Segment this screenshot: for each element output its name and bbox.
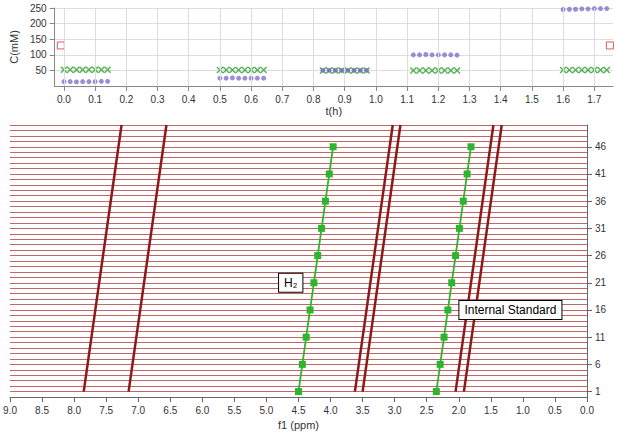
svg-text:11: 11 <box>595 332 606 343</box>
svg-text:3.5: 3.5 <box>356 405 370 416</box>
svg-text:1.2: 1.2 <box>431 94 445 105</box>
svg-text:1.5: 1.5 <box>525 94 539 105</box>
svg-text:0.0: 0.0 <box>580 405 594 416</box>
svg-text:41: 41 <box>595 168 607 179</box>
svg-text:6.5: 6.5 <box>163 405 177 416</box>
svg-text:0.9: 0.9 <box>338 94 352 105</box>
svg-text:t(h): t(h) <box>326 105 343 117</box>
svg-text:0.6: 0.6 <box>244 94 258 105</box>
svg-text:200: 200 <box>30 18 47 29</box>
svg-text:0.0: 0.0 <box>57 94 71 105</box>
svg-text:1.0: 1.0 <box>369 94 383 105</box>
svg-text:0.5: 0.5 <box>548 405 562 416</box>
svg-text:H₂: H₂ <box>284 276 298 290</box>
svg-text:1.0: 1.0 <box>516 405 530 416</box>
svg-text:7.0: 7.0 <box>131 405 145 416</box>
svg-text:1: 1 <box>595 386 601 397</box>
svg-text:31: 31 <box>595 223 607 234</box>
svg-text:250: 250 <box>30 3 47 14</box>
svg-text:9.0: 9.0 <box>3 405 17 416</box>
svg-text:36: 36 <box>595 196 607 207</box>
svg-text:8.5: 8.5 <box>35 405 49 416</box>
svg-text:4.0: 4.0 <box>324 405 338 416</box>
svg-text:0.1: 0.1 <box>88 94 102 105</box>
svg-text:3.0: 3.0 <box>388 405 402 416</box>
svg-text:16: 16 <box>595 304 607 315</box>
svg-text:1.4: 1.4 <box>494 94 508 105</box>
svg-text:21: 21 <box>595 277 607 288</box>
svg-text:0.3: 0.3 <box>151 94 165 105</box>
svg-text:50: 50 <box>35 65 47 76</box>
svg-text:46: 46 <box>595 141 607 152</box>
svg-text:2.0: 2.0 <box>452 405 466 416</box>
svg-text:6.0: 6.0 <box>195 405 209 416</box>
svg-text:0.5: 0.5 <box>213 94 227 105</box>
svg-text:5.5: 5.5 <box>227 405 241 416</box>
svg-text:0.8: 0.8 <box>307 94 321 105</box>
svg-text:f1 (ppm): f1 (ppm) <box>278 419 319 431</box>
svg-text:Internal Standard: Internal Standard <box>464 303 556 317</box>
svg-text:7.5: 7.5 <box>99 405 113 416</box>
svg-text:C(mM): C(mM) <box>8 30 20 64</box>
svg-text:1.1: 1.1 <box>400 94 414 105</box>
svg-text:0.4: 0.4 <box>182 94 196 105</box>
svg-text:100: 100 <box>30 49 47 60</box>
svg-text:4.5: 4.5 <box>292 405 306 416</box>
svg-text:1.6: 1.6 <box>556 94 570 105</box>
svg-text:8.0: 8.0 <box>67 405 81 416</box>
svg-text:0.7: 0.7 <box>275 94 289 105</box>
svg-text:5.0: 5.0 <box>259 405 273 416</box>
svg-text:26: 26 <box>595 250 607 261</box>
svg-text:0.2: 0.2 <box>119 94 133 105</box>
svg-text:6: 6 <box>595 359 601 370</box>
svg-text:1.3: 1.3 <box>463 94 477 105</box>
svg-text:1.7: 1.7 <box>587 94 601 105</box>
svg-text:2.5: 2.5 <box>420 405 434 416</box>
svg-text:1.5: 1.5 <box>484 405 498 416</box>
svg-text:150: 150 <box>30 34 47 45</box>
